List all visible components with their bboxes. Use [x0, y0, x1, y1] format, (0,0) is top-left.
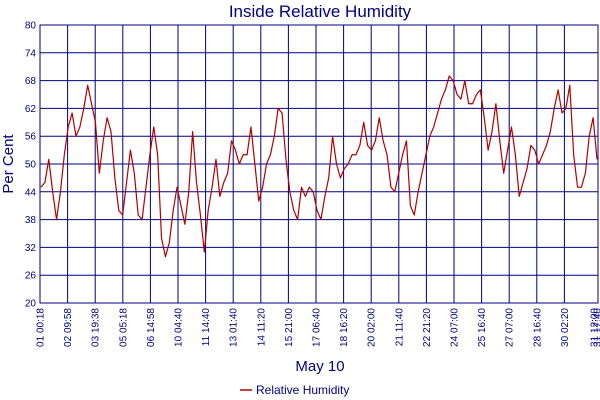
x-tick-label: 18 16:20: [339, 308, 350, 347]
x-tick-label: 14 11:20: [256, 308, 267, 347]
x-tick-label: 21 11:40: [394, 308, 405, 347]
x-tick-label: 01 00:18: [36, 308, 47, 347]
y-tick-label: 62: [25, 104, 37, 115]
x-tick-label: 28 16:40: [532, 308, 543, 347]
grid-lines: [40, 25, 598, 303]
x-tick-label: 11 14:40: [201, 308, 212, 347]
y-axis-ticks: 20 26 32 38 44 50 56 62 68 74 80: [25, 21, 37, 310]
x-axis-title: May 10: [295, 358, 344, 375]
y-tick-label: 38: [25, 215, 37, 226]
y-tick-label: 74: [25, 48, 37, 59]
legend-label: Relative Humidity: [256, 383, 349, 397]
x-tick-label: 06 14:58: [146, 308, 157, 347]
x-axis-ticks: 01 00:18 02 09:58 03 19:38 05 05:18 06 14:58…: [36, 308, 600, 347]
x-tick-label: 27 07:00: [505, 308, 516, 347]
y-tick-label: 50: [25, 160, 37, 171]
x-tick-label: 03 19:38: [91, 308, 102, 347]
y-tick-label: 68: [25, 76, 37, 87]
x-tick-label: 25 16:40: [477, 308, 488, 347]
x-tick-label: 31 17:40: [593, 308, 600, 347]
x-tick-label: 24 07:00: [450, 308, 461, 347]
y-tick-label: 56: [25, 132, 37, 143]
chart-title: Inside Relative Humidity: [229, 2, 412, 21]
x-tick-label: 30 02:20: [560, 308, 571, 347]
legend: Relative Humidity: [240, 383, 349, 397]
x-tick-label: 02 09:58: [63, 308, 74, 347]
y-tick-label: 20: [25, 299, 37, 310]
x-tick-label: 13 01:40: [229, 308, 240, 347]
x-tick-label: 10 04:40: [174, 308, 185, 347]
x-tick-label: 17 06:40: [312, 308, 323, 347]
y-tick-label: 80: [25, 21, 37, 32]
y-tick-label: 26: [25, 271, 37, 282]
x-tick-label: 05 05:18: [118, 308, 129, 347]
x-tick-label: 20 02:00: [367, 308, 378, 347]
series-line-relative-humidity: [40, 75, 598, 258]
y-tick-label: 32: [25, 243, 37, 254]
x-tick-label: 31 12:00: [590, 308, 600, 347]
y-axis-title: Per Cent: [0, 134, 17, 194]
x-tick-label: 15 21:00: [284, 308, 295, 347]
x-tick-label: 22 21:20: [422, 308, 433, 347]
y-tick-label: 44: [25, 187, 37, 198]
